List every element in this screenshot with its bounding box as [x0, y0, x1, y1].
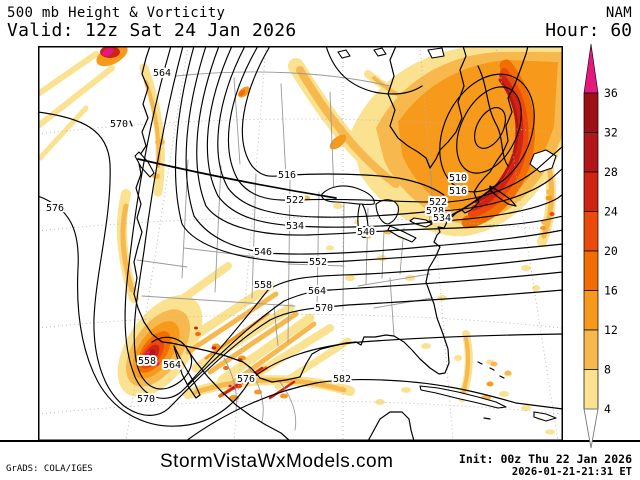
contour-label: 576: [237, 374, 255, 385]
contour-label: 570: [110, 119, 128, 130]
contour-label: 510: [449, 173, 467, 184]
colorbar-tick: 32: [604, 126, 618, 140]
contour-label: 582: [333, 374, 351, 385]
colorbar: 36 32 28 24 20 16 12 8 4: [580, 40, 638, 454]
graticule: [38, 46, 563, 441]
contour-label: 564: [153, 68, 171, 79]
weather-map: 564 570 576 516 522 534 540 546 552 558 …: [38, 46, 563, 441]
contour-label: 570: [315, 303, 333, 314]
init-time: Init: 00z Thu 22 Jan 2026: [458, 452, 632, 466]
contour-label: 534: [286, 221, 304, 232]
contour-label: 564: [163, 360, 181, 371]
valid-time: Valid: 12z Sat 24 Jan 2026: [7, 20, 297, 41]
colorbar-tick: 24: [604, 205, 618, 219]
colorbar-tick: 20: [604, 244, 618, 258]
contour-label: 546: [254, 247, 272, 258]
colorbar-tick: 4: [604, 402, 611, 416]
grads-credit: GrADS: COLA/IGES: [6, 464, 93, 474]
colorbar-canvas: 36 32 28 24 20 16 12 8 4: [583, 43, 618, 449]
contour-label: 564: [308, 286, 326, 297]
contour-label: 522: [286, 195, 304, 206]
contour-label: 570: [137, 394, 155, 405]
state-borders: [136, 71, 433, 431]
contour-label: 516: [449, 186, 467, 197]
contour-label: 558: [254, 280, 272, 291]
colorbar-tick: 12: [604, 323, 618, 337]
colorbar-under-triangle: [583, 408, 599, 449]
contour-labels: 564 570 576 516 522 534 540 546 552 558 …: [44, 66, 469, 407]
contour-label: 534: [433, 213, 451, 224]
bottom-rule: [0, 440, 640, 442]
contour-label: 516: [278, 170, 296, 181]
contour-label: 552: [309, 257, 327, 268]
contour-label: 558: [138, 356, 156, 367]
height-contours: [38, 46, 563, 441]
model-name: NAM: [605, 5, 632, 21]
colorbar-ticks: 36 32 28 24 20 16 12 8 4: [604, 86, 618, 416]
generation-time: 2026-01-21-21:31 ET: [511, 466, 632, 478]
colorbar-over-triangle: [583, 43, 599, 94]
contour-label: 540: [357, 227, 375, 238]
map-canvas: 564 570 576 516 522 534 540 546 552 558 …: [38, 46, 563, 441]
colorbar-segments: [583, 92, 599, 410]
site-watermark: StormVistaWxModels.com: [160, 451, 394, 472]
colorbar-tick: 8: [604, 363, 611, 377]
contour-label: 528: [426, 206, 444, 217]
colorbar-tick: 16: [604, 284, 618, 298]
colorbar-tick: 28: [604, 165, 618, 179]
contour-label: 522: [429, 197, 447, 208]
contour-label: 576: [46, 203, 64, 214]
page-title: 500 mb Height & Vorticity: [7, 5, 226, 21]
forecast-hour: Hour: 60: [545, 20, 632, 41]
colorbar-tick: 36: [604, 86, 618, 100]
